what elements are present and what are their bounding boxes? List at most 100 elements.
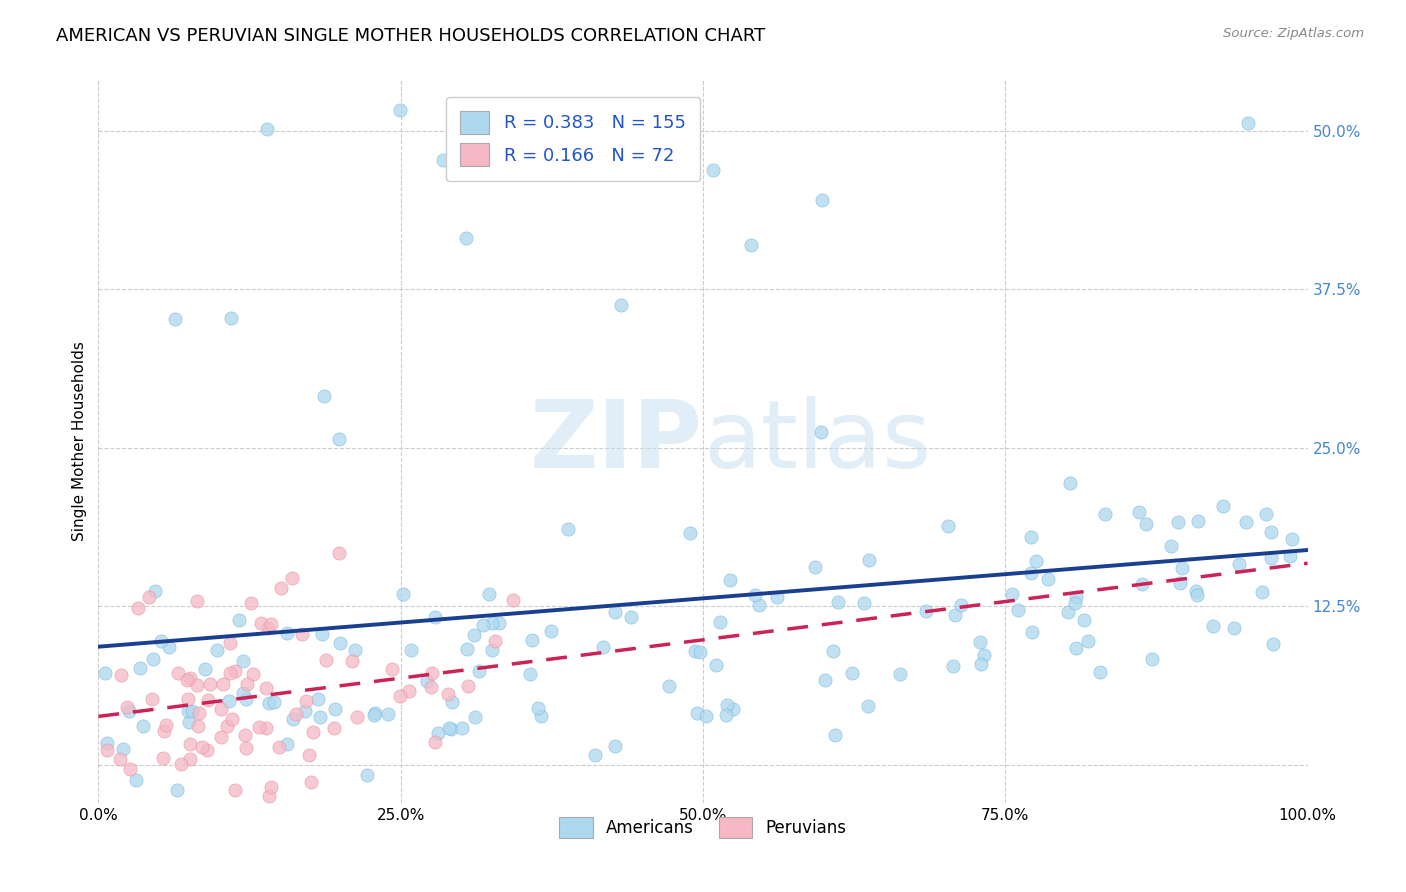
Point bbox=[176, 673, 198, 687]
Point bbox=[96, 736, 118, 750]
Point bbox=[254, 681, 277, 696]
Point bbox=[1019, 566, 1042, 581]
Point bbox=[166, 782, 188, 797]
Point bbox=[714, 708, 737, 723]
Point bbox=[177, 691, 200, 706]
Point bbox=[679, 526, 702, 541]
Point bbox=[233, 728, 256, 742]
Point bbox=[254, 721, 277, 735]
Point bbox=[824, 728, 846, 742]
Point bbox=[152, 723, 174, 738]
Point bbox=[1187, 514, 1209, 528]
Point bbox=[949, 598, 972, 612]
Point bbox=[858, 552, 880, 566]
Point bbox=[1130, 576, 1153, 591]
Point bbox=[520, 633, 543, 648]
Point bbox=[281, 571, 304, 585]
Point bbox=[1025, 554, 1047, 568]
Point bbox=[484, 633, 506, 648]
Point bbox=[328, 546, 350, 560]
Point bbox=[221, 712, 243, 726]
Point bbox=[456, 642, 478, 657]
Point bbox=[398, 683, 420, 698]
Point bbox=[129, 661, 152, 675]
Point bbox=[155, 717, 177, 731]
Point bbox=[256, 121, 278, 136]
Point bbox=[420, 666, 443, 681]
Point bbox=[605, 605, 627, 619]
Point bbox=[235, 692, 257, 706]
Point bbox=[209, 731, 232, 745]
Legend: Americans, Peruvians: Americans, Peruvians bbox=[553, 810, 853, 845]
Point bbox=[658, 679, 681, 693]
Point bbox=[236, 677, 259, 691]
Point bbox=[307, 691, 329, 706]
Point bbox=[973, 648, 995, 662]
Point bbox=[1094, 507, 1116, 521]
Point bbox=[481, 643, 503, 657]
Point bbox=[218, 636, 240, 650]
Point bbox=[803, 560, 825, 574]
Point bbox=[1128, 505, 1150, 519]
Point bbox=[96, 743, 118, 757]
Point bbox=[1057, 605, 1080, 619]
Point bbox=[1019, 530, 1042, 544]
Point bbox=[219, 665, 242, 680]
Point bbox=[638, 145, 661, 159]
Point bbox=[841, 665, 863, 680]
Point bbox=[270, 582, 292, 596]
Point bbox=[224, 783, 246, 797]
Text: atlas: atlas bbox=[703, 395, 931, 488]
Point bbox=[329, 636, 352, 650]
Point bbox=[1167, 515, 1189, 529]
Point bbox=[969, 635, 991, 649]
Point bbox=[1001, 587, 1024, 601]
Point bbox=[200, 677, 222, 691]
Point bbox=[118, 704, 141, 718]
Point bbox=[620, 610, 643, 624]
Point bbox=[969, 657, 991, 672]
Point bbox=[170, 757, 193, 772]
Point bbox=[530, 709, 553, 723]
Point bbox=[125, 773, 148, 788]
Point bbox=[439, 722, 461, 736]
Point bbox=[209, 702, 232, 716]
Point bbox=[328, 432, 350, 446]
Point bbox=[239, 596, 262, 610]
Point bbox=[142, 651, 165, 665]
Point bbox=[689, 645, 711, 659]
Point bbox=[118, 762, 141, 776]
Point bbox=[1223, 621, 1246, 635]
Point bbox=[425, 610, 447, 624]
Point bbox=[312, 389, 335, 403]
Point bbox=[744, 588, 766, 602]
Text: ZIP: ZIP bbox=[530, 395, 703, 488]
Point bbox=[437, 721, 460, 735]
Point bbox=[388, 103, 411, 117]
Point bbox=[340, 654, 363, 668]
Point bbox=[1021, 625, 1043, 640]
Point bbox=[276, 625, 298, 640]
Point bbox=[311, 627, 333, 641]
Point bbox=[1260, 550, 1282, 565]
Point bbox=[814, 673, 837, 687]
Point bbox=[143, 583, 166, 598]
Point bbox=[423, 735, 446, 749]
Point bbox=[179, 737, 201, 751]
Point bbox=[191, 739, 214, 754]
Point bbox=[1263, 637, 1285, 651]
Point bbox=[377, 706, 399, 721]
Point bbox=[344, 643, 367, 657]
Point bbox=[186, 678, 208, 692]
Point bbox=[269, 739, 291, 754]
Point bbox=[464, 710, 486, 724]
Point bbox=[1160, 539, 1182, 553]
Point bbox=[1185, 588, 1208, 602]
Point bbox=[363, 707, 385, 722]
Point bbox=[609, 298, 631, 312]
Point bbox=[195, 743, 218, 757]
Point bbox=[180, 704, 202, 718]
Point bbox=[285, 706, 308, 721]
Point bbox=[247, 720, 270, 734]
Point bbox=[592, 640, 614, 654]
